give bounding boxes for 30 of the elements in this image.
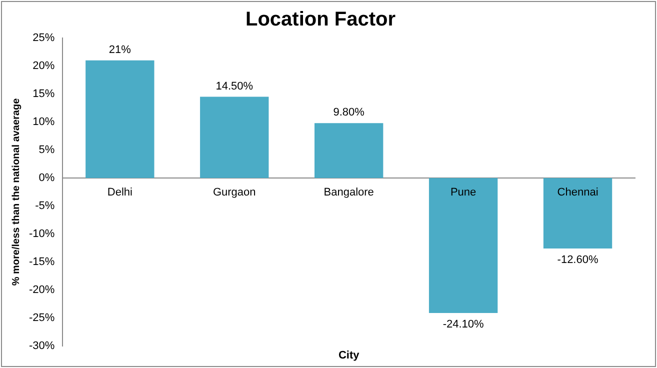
data-label: 21% [108,44,132,56]
y-tick-label: 0% [38,172,55,184]
y-tick-label: 15% [32,88,55,100]
x-tick-label: Gurgaon [212,186,256,199]
chart-title: Location Factor [245,8,396,31]
x-tick-label: Bangalore [324,186,374,199]
y-tick-label: 20% [32,60,55,72]
y-tick-label: 10% [32,116,55,128]
data-label: -24.10% [442,318,484,330]
y-tick-label: -5% [35,200,55,212]
y-tick-label: 5% [38,144,55,156]
bar [543,178,612,249]
data-label: -12.60% [557,254,598,266]
x-tick-label: Delhi [107,186,132,199]
x-tick-label: Chennai [557,186,598,199]
y-tick-label: -30% [28,340,55,352]
y-tick-label: -20% [28,284,55,296]
data-label: 14.50% [216,80,254,92]
bar [428,178,498,313]
y-tick-label: -15% [28,256,55,268]
data-label: 9.80% [333,106,365,119]
bar [314,123,384,178]
bar [200,96,269,178]
x-axis-title: City [338,350,360,362]
bar [86,60,154,178]
y-axis-title: % more/less than the national avaerage [10,98,22,286]
x-tick-label: Pune [450,186,476,199]
y-tick-label: -10% [28,228,55,240]
y-tick-label: -25% [28,312,55,324]
y-tick-label: 25% [32,32,55,44]
